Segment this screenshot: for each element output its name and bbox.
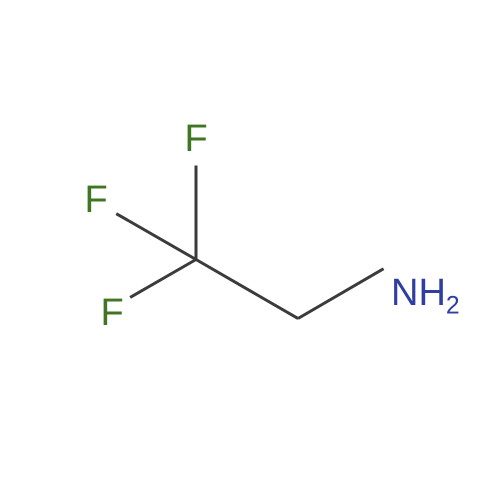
atom-label-f2: F: [85, 181, 108, 219]
atom-label-f3: F: [101, 294, 124, 332]
bond: [129, 258, 196, 299]
atom-label-n: NH2: [391, 274, 460, 312]
bond: [195, 258, 298, 320]
bond: [115, 212, 196, 261]
molecule-diagram: F F F NH2: [0, 0, 500, 500]
atom-label-f1: F: [185, 120, 208, 158]
bond: [297, 267, 384, 320]
bond: [195, 165, 198, 259]
